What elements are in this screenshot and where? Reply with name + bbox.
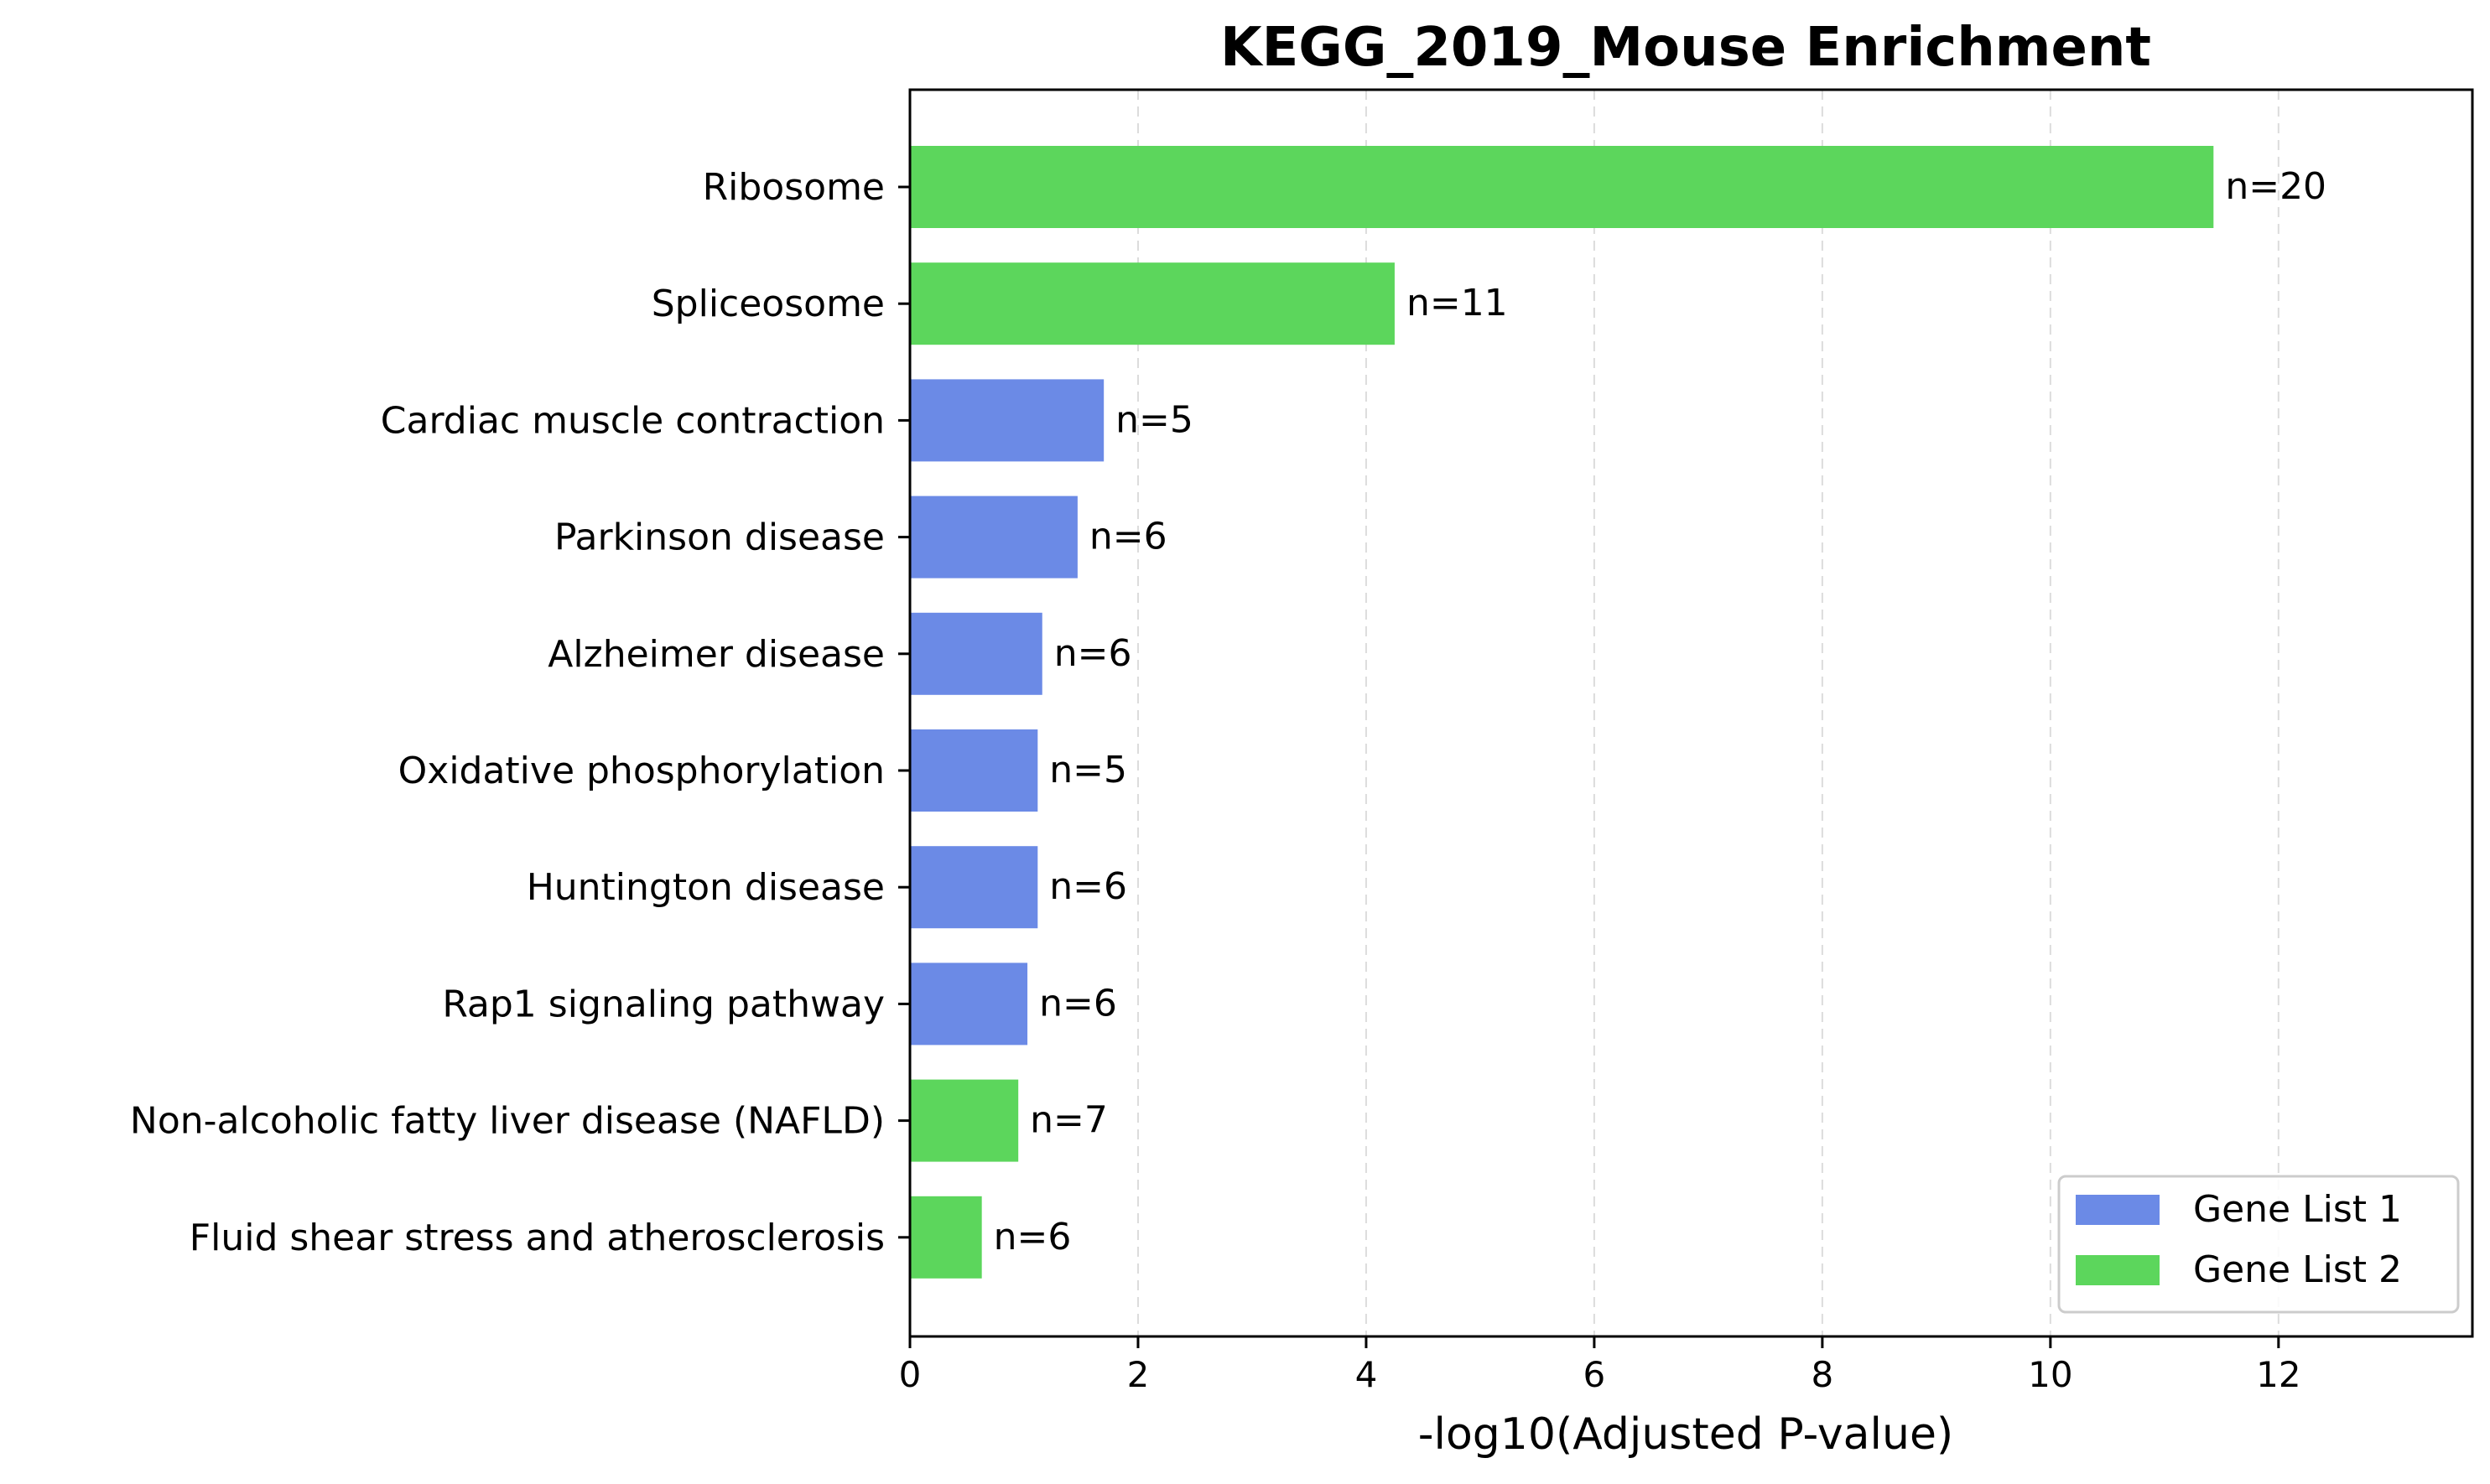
bar [910,612,1042,695]
category-label: Ribosome [703,166,885,209]
bar-count-label: n=5 [1049,749,1127,791]
category-labels: Ribosome Spliceosome Cardiac muscle contra… [130,166,910,1259]
bar-count-label: n=6 [1039,982,1117,1025]
category-label: Fluid shear stress and atherosclerosis [190,1217,885,1259]
x-tick-label: 12 [2256,1354,2300,1395]
category-label: Oxidative phosphorylation [398,750,885,792]
bar-count-label: n=20 [2225,165,2326,208]
plot-frame [908,88,2474,1338]
bar-count-label: n=6 [1049,865,1127,908]
bar [910,1196,982,1279]
x-tick-label: 0 [899,1354,922,1395]
bar [910,1079,1019,1162]
category-label: Non-alcoholic fatty liver disease (NAFLD… [130,1100,885,1143]
bar-count-label: n=6 [1054,632,1132,675]
bar-count-label: n=11 [1406,282,1508,324]
legend-label: Gene List 1 [2193,1188,2402,1231]
legend: Gene List 1 Gene List 2 [2057,1175,2460,1314]
category-label: Parkinson disease [554,516,885,559]
legend-swatch [2076,1255,2160,1285]
bar-count-label: n=6 [1089,516,1167,558]
category-label: Rap1 signaling pathway [442,983,885,1025]
bar [910,379,1105,462]
category-label: Alzheimer disease [548,633,885,676]
bar-count-label: n=5 [1115,398,1193,441]
bar-count-label: n=6 [994,1216,1072,1258]
x-axis-ticks: 0 2 4 6 8 10 12 [899,1336,2301,1395]
bar [910,496,1078,579]
x-tick-label: 4 [1355,1354,1378,1395]
legend-label: Gene List 2 [2193,1248,2402,1291]
bar [910,846,1038,929]
x-tick-label: 8 [1812,1354,1834,1395]
bar [910,146,2214,228]
bar [910,729,1038,812]
x-tick-label: 10 [2028,1354,2072,1395]
category-label: Spliceosome [652,283,885,325]
chart-title: KEGG_2019_Mouse Enrichment [1220,17,2151,79]
x-tick-label: 2 [1127,1354,1150,1395]
bar [910,262,1395,345]
bar-count-label: n=7 [1030,1099,1108,1142]
x-tick-label: 6 [1583,1354,1606,1395]
category-label: Cardiac muscle contraction [381,399,885,442]
bars [910,146,2214,1279]
x-axis-label: -log10(Adjusted P-value) [1418,1409,1953,1460]
legend-swatch [2076,1195,2160,1225]
bar [910,963,1028,1046]
category-label: Huntington disease [527,866,885,909]
bar-value-labels: n=20 n=11 n=5 n=6 n=6 n=5 n=6 n=6 n=7 n=6 [994,165,2326,1258]
